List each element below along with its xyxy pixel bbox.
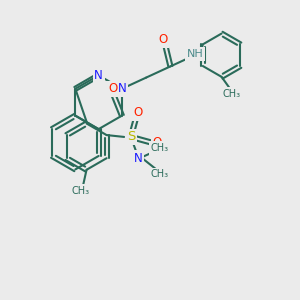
Text: O: O bbox=[152, 136, 162, 149]
Text: O: O bbox=[108, 82, 117, 95]
Text: NH: NH bbox=[187, 49, 204, 59]
Text: N: N bbox=[118, 82, 126, 95]
Text: S: S bbox=[127, 130, 135, 143]
Text: CH₃: CH₃ bbox=[72, 186, 90, 196]
Text: O: O bbox=[134, 106, 143, 119]
Text: O: O bbox=[158, 33, 168, 46]
Text: N: N bbox=[134, 152, 143, 165]
Text: CH₃: CH₃ bbox=[151, 169, 169, 179]
Text: CH₃: CH₃ bbox=[151, 143, 169, 153]
Text: CH₃: CH₃ bbox=[223, 88, 241, 99]
Text: N: N bbox=[94, 69, 103, 82]
